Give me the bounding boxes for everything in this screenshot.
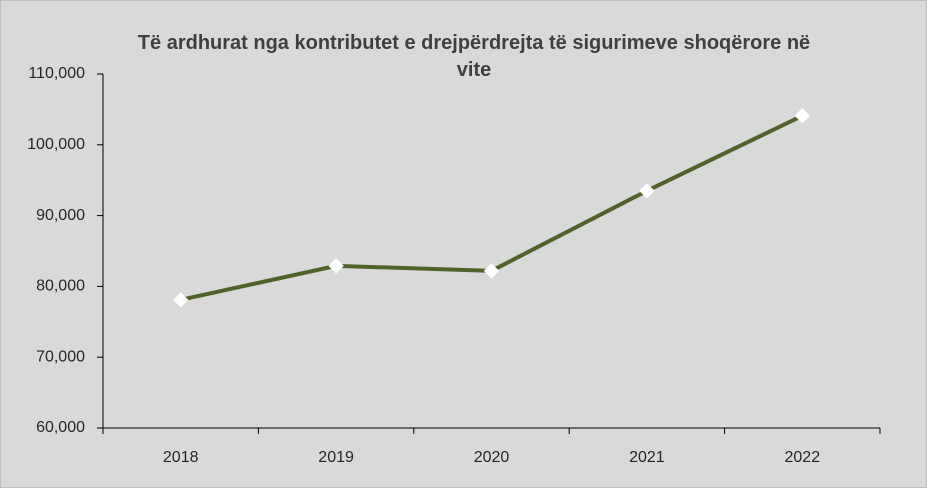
x-tick-label: 2019 <box>318 449 354 466</box>
x-tick-label: 2021 <box>629 449 665 466</box>
y-tick-label: 90,000 <box>36 207 85 224</box>
y-tick-label: 70,000 <box>36 348 85 365</box>
y-tick-label: 60,000 <box>36 419 85 436</box>
point-marker <box>794 108 811 124</box>
point-marker <box>639 183 655 199</box>
chart-title: Të ardhurat nga kontributet e drejpërdre… <box>137 32 811 81</box>
y-tick-label: 80,000 <box>36 278 85 295</box>
point-marker <box>328 258 344 274</box>
point-marker <box>172 292 189 308</box>
point-marker <box>483 263 500 279</box>
x-tick-label: 2018 <box>163 449 199 466</box>
y-tick-label: 110,000 <box>28 65 85 82</box>
x-tick-label: 2020 <box>474 449 510 466</box>
y-tick-label: 100,000 <box>27 136 85 153</box>
x-tick-label: 2022 <box>785 449 821 466</box>
